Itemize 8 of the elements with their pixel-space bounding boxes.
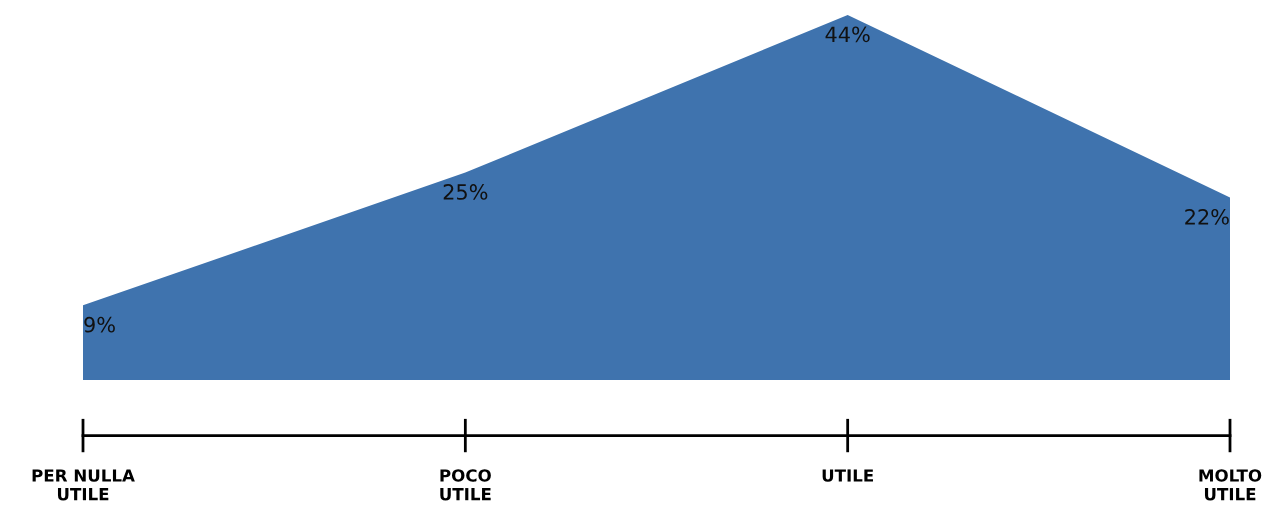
data-label: 44%: [825, 26, 870, 43]
x-tick-label: POCO UTILE: [440, 469, 491, 501]
x-tick-label: MOLTO UTILE: [1199, 469, 1262, 501]
data-label: 25%: [443, 184, 488, 200]
x-tick-label: UTILE: [822, 469, 873, 482]
data-label: 9%: [84, 316, 115, 333]
data-label: 22%: [1185, 208, 1229, 225]
x-tick-label: PER NULLA UTILE: [32, 469, 135, 501]
